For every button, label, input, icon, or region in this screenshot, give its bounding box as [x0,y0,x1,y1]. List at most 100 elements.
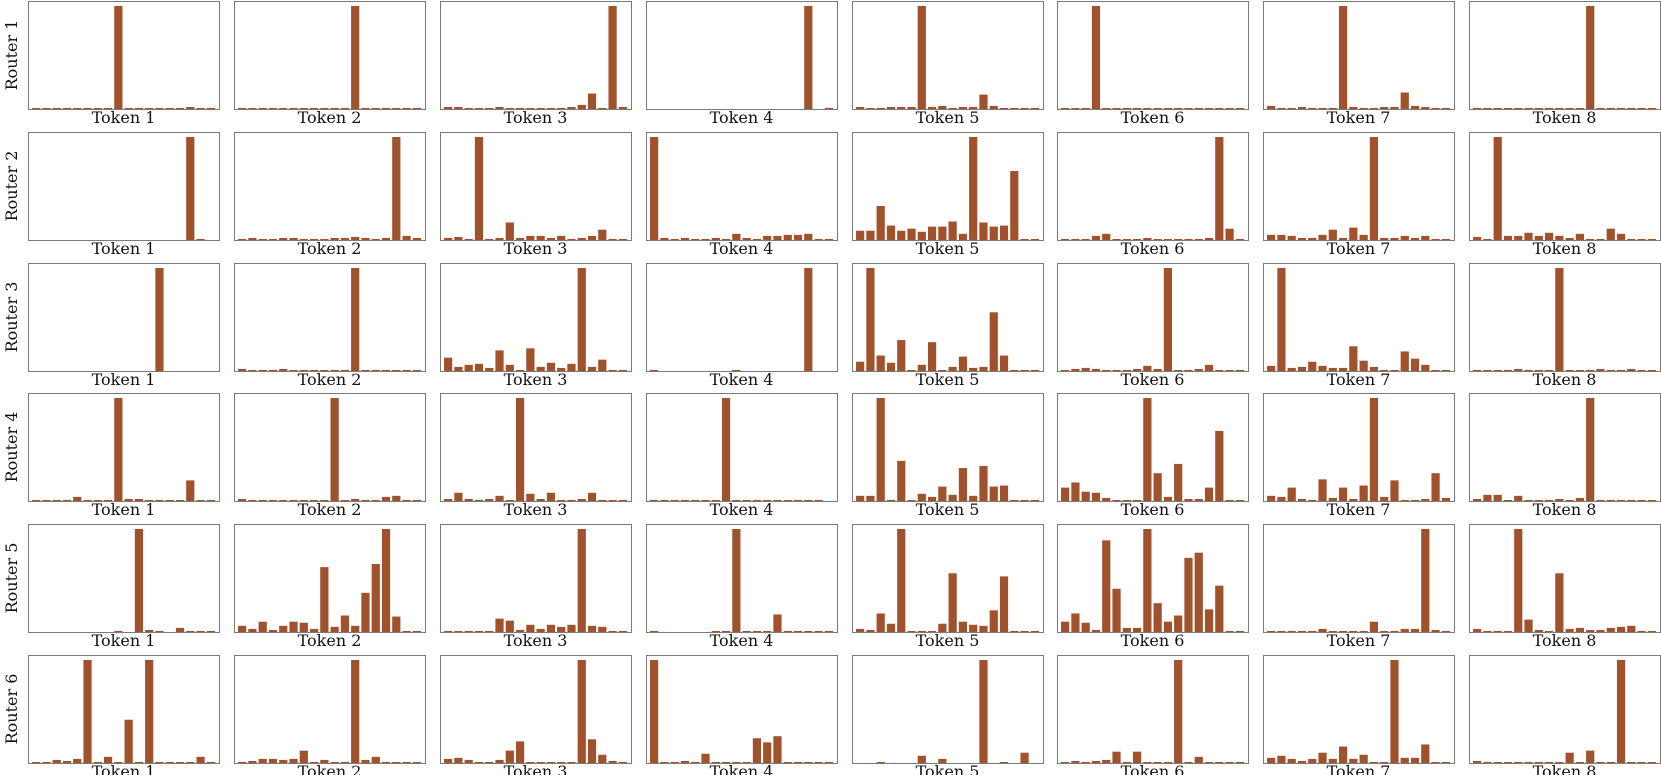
bar [309,238,319,240]
bar [495,759,504,763]
bar [907,499,916,501]
bar [1349,106,1358,109]
bar [1081,238,1090,240]
router-label-4: Router 4 [2,412,21,483]
bar [1616,499,1626,501]
bar [938,486,947,501]
bar [175,627,185,632]
bar [1318,628,1327,632]
bar [1441,238,1450,240]
bar [680,237,690,240]
bar [1163,107,1173,109]
bar [1544,369,1554,371]
bar [1091,492,1101,501]
bar [268,629,278,632]
bar [402,107,411,109]
bar [773,235,782,240]
bar [969,624,978,632]
token-label-6: Token 6 [1121,239,1185,258]
bar [1153,368,1162,371]
bar [238,498,247,501]
bar [1575,627,1585,632]
bar [474,761,484,763]
bar [1431,107,1440,109]
bar [309,761,319,763]
bar [83,107,92,109]
panel-router2-token8: Token 8 [1469,132,1661,258]
bar [1215,369,1224,371]
bar [1235,369,1244,371]
bar [567,238,576,240]
bar [454,106,463,109]
token-label-7: Token 7 [1327,631,1391,650]
bar [1369,621,1379,632]
bar [1010,170,1019,240]
bar [1112,107,1121,109]
bar [721,630,731,632]
bar [598,499,607,501]
bar [485,498,494,501]
bar [886,623,896,632]
bar [1235,238,1244,240]
bar [1030,630,1039,632]
bar [1215,585,1224,632]
bar [1215,430,1224,501]
bar [1369,761,1379,763]
bar [608,238,617,240]
bar [793,761,803,763]
bar [238,761,247,763]
bar [1153,473,1162,501]
bar [618,369,627,371]
bar [279,107,288,109]
bar [907,106,916,109]
bar [268,758,278,763]
bar [124,107,133,109]
bar [206,630,215,632]
panel-frame [1469,393,1661,502]
bar [485,238,494,240]
bar [618,761,627,763]
bar [1359,754,1368,763]
bar [175,107,185,109]
bar [670,499,679,501]
bar [1483,107,1492,109]
bar [1349,346,1358,371]
bar [1318,752,1327,763]
bar [546,492,556,501]
bar [1596,499,1605,501]
bar [289,499,298,501]
panel-frame [234,1,426,110]
bar [876,355,885,371]
bar [114,630,123,632]
token-label-7: Token 7 [1327,108,1391,127]
token-label-4: Token 4 [710,500,774,519]
token-label-1: Token 1 [92,762,156,775]
bar [567,761,576,763]
bar [1380,106,1389,109]
bar [1473,498,1482,501]
bar [340,499,350,501]
token-label-3: Token 3 [504,762,568,775]
bar [330,626,339,632]
panel-frame [1263,393,1455,502]
token-label-8: Token 8 [1533,370,1597,389]
bar [1091,629,1101,632]
bar [1020,369,1029,371]
bar [1473,107,1482,109]
bar [444,758,453,763]
bar [948,573,957,632]
bar [866,629,875,632]
token-label-7: Token 7 [1327,239,1391,258]
bar [897,340,906,371]
bar [1390,369,1399,371]
panel-router4-token4: Token 4 [646,393,838,519]
bar [474,107,484,109]
bar [134,761,144,763]
bar [856,495,865,501]
bar [618,499,627,501]
bar [1143,761,1152,763]
bar [1441,630,1450,632]
bar [876,613,885,632]
bar [444,630,453,632]
panel-frame [234,263,426,372]
